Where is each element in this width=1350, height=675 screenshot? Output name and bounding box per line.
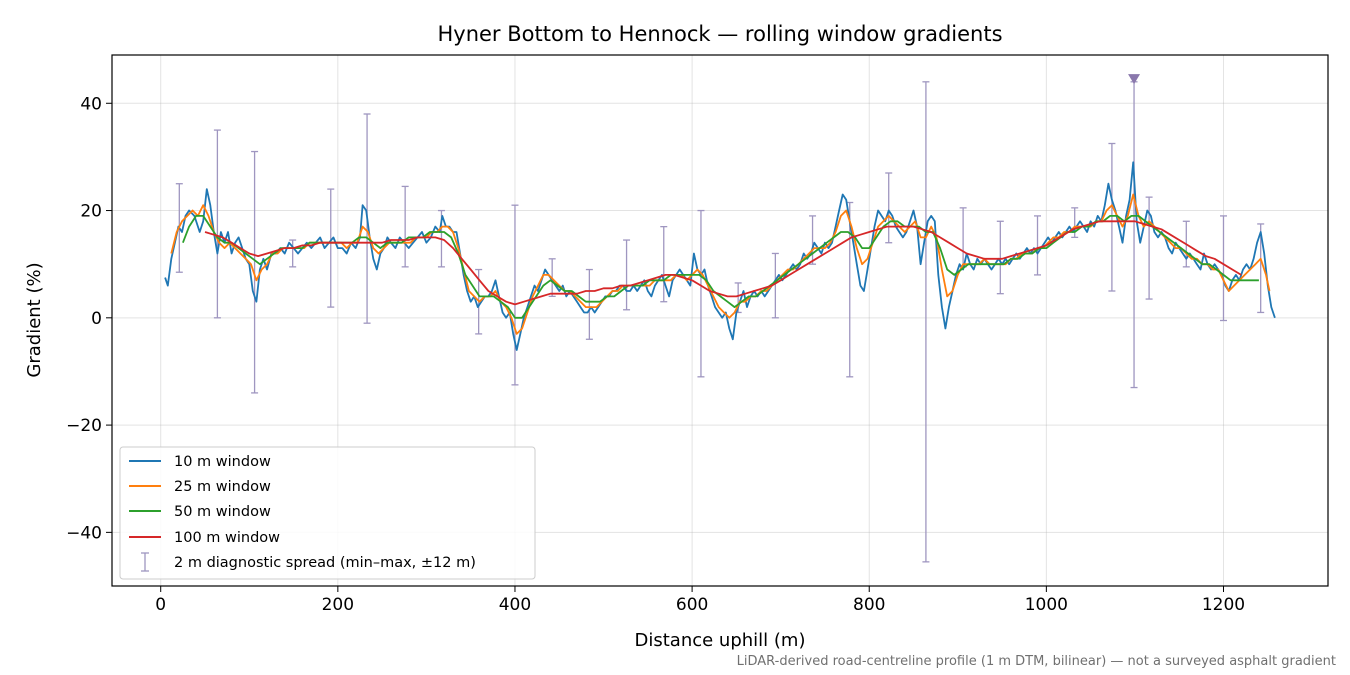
errorbar: [511, 204, 519, 386]
errorbar: [1034, 215, 1042, 276]
errorbar: [922, 81, 930, 563]
x-axis-label: Distance uphill (m): [635, 630, 806, 651]
series-line-0: [164, 161, 1276, 351]
errorbar: [1108, 142, 1116, 292]
series-lines: [164, 161, 1276, 351]
x-tick-label: 1000: [1025, 595, 1068, 615]
y-tick-label: 0: [91, 309, 102, 329]
errorbar: [289, 239, 297, 268]
errorbar: [697, 209, 705, 378]
footnote: LiDAR-derived road-centreline profile (1…: [737, 654, 1336, 669]
errorbar: [1219, 215, 1227, 322]
legend-label-50m: 50 m window: [174, 504, 271, 520]
x-tick-label: 0: [155, 595, 166, 615]
errorbar: [660, 225, 668, 303]
x-tick-label: 600: [676, 595, 708, 615]
errorbar: [213, 129, 221, 319]
errorbar: [996, 220, 1004, 295]
x-tick-label: 1200: [1202, 595, 1245, 615]
errorbar: [771, 252, 779, 319]
errorbar: [809, 215, 817, 265]
series-line-1: [170, 193, 1271, 335]
errorbar: [1071, 207, 1079, 239]
y-tick-label: 40: [80, 94, 102, 114]
x-tick-label: 400: [499, 595, 531, 615]
max-spread-marker: [1128, 74, 1141, 85]
errorbar: [885, 172, 893, 244]
series-line-3: [204, 220, 1242, 306]
errorbar: [1257, 223, 1265, 314]
legend-swatch-errorbar: [141, 552, 149, 572]
axis-ticks: 0 200 400 600 800 1000 1200 −40 −20 0 20 40: [66, 94, 1245, 615]
errorbar: [585, 268, 593, 340]
y-tick-label: −20: [66, 416, 102, 436]
series-line-2: [182, 215, 1259, 319]
errorbar: [1130, 81, 1138, 389]
legend: 10 m window 25 m window 50 m window 100 …: [119, 446, 536, 580]
plot-frame: [111, 54, 1329, 587]
chart-title: Hyner Bottom to Hennock — rolling window…: [437, 22, 1002, 46]
legend-label-100m: 100 m window: [174, 530, 280, 546]
peak-marker: [1128, 74, 1141, 85]
x-tick-label: 800: [853, 595, 885, 615]
errorbar: [623, 239, 631, 311]
y-axis-label: Gradient (%): [24, 262, 45, 377]
grid-lines: [112, 55, 1328, 586]
x-tick-label: 200: [322, 595, 354, 615]
legend-label-errorbar: 2 m diagnostic spread (min–max, ±12 m): [174, 555, 476, 571]
legend-label-10m: 10 m window: [174, 454, 271, 470]
y-tick-label: −40: [66, 523, 102, 543]
errorbar: [327, 188, 335, 308]
errorbar: [401, 185, 409, 268]
legend-label-25m: 25 m window: [174, 479, 271, 495]
y-tick-label: 20: [80, 202, 102, 222]
legend-box: [119, 446, 536, 580]
